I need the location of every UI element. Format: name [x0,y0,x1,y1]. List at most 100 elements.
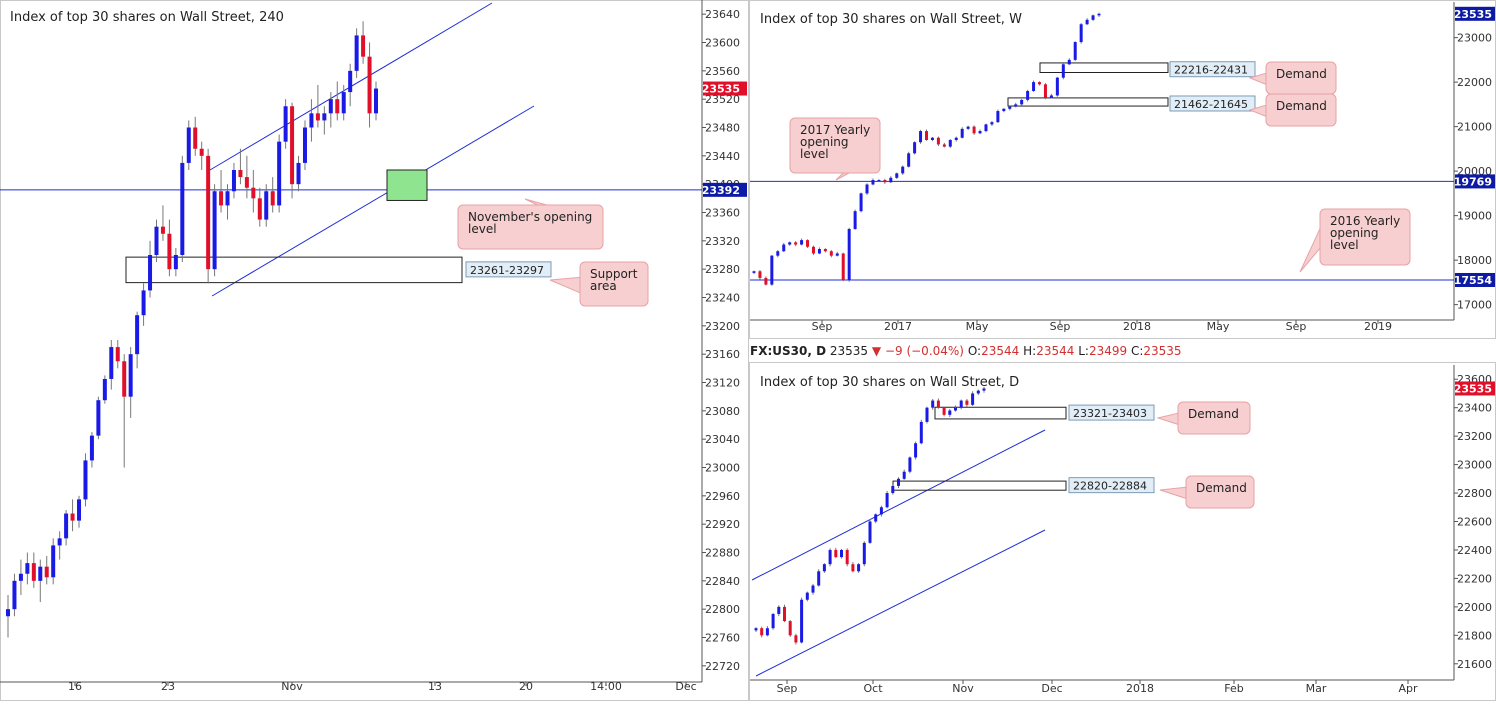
level-badge-23392: 23392 [702,184,740,197]
candle-body [982,388,986,391]
candle-body [788,242,792,245]
quote-open: 23544 [981,344,1020,358]
weekly-demand-label-upper-box [1169,61,1256,78]
y-tick-label: 23200 [1457,430,1492,443]
candle-body [277,141,282,206]
y-tick-label: 23120 [705,377,740,390]
candle-body [361,35,366,57]
y-tick-label: 22840 [705,575,740,588]
candle-body [12,580,17,610]
candle-body [18,573,23,581]
callout-november-opening: level [468,222,497,236]
candle-body [1008,106,1012,109]
candle-body [851,564,855,572]
candle-body [902,471,906,479]
candle-body [777,606,781,614]
candle-body [931,400,935,408]
candle-body [823,249,827,252]
candle-body [800,240,804,245]
callout-2016-opening: opening [1330,226,1379,240]
candle-body [788,621,792,636]
y-tick-label: 23440 [705,150,740,163]
candle-body [309,113,314,128]
candle-body [966,126,970,129]
x-tick-label: Dec [1041,682,1062,695]
x-tick-label: 14:00 [590,680,622,693]
candle-body [764,277,768,285]
callout-2017-opening: level [800,147,829,161]
x-tick-label: 23 [161,680,175,693]
candle-body [206,155,211,270]
candle-body [834,549,838,558]
candle-body [913,142,917,154]
candle-body [862,542,866,565]
candle-body [817,249,821,254]
candle-body [919,421,923,444]
level-badge-weekly: 19769 [1454,175,1492,188]
candle-body [925,131,928,140]
candle-body [102,378,107,401]
candle-body [1079,24,1083,43]
y-tick-label: 22000 [1457,76,1492,89]
candle-body [770,255,774,285]
candle-body [193,127,198,149]
callout-november-opening-box [457,204,604,250]
y-tick-label: 19000 [1457,210,1492,223]
x-tick-label: Apr [1398,682,1418,695]
candle-body [1049,95,1053,98]
x-tick-label: Sep [812,320,833,333]
candle-body [857,564,861,572]
candle-body [83,460,88,500]
y-tick-label: 22000 [1457,601,1492,614]
callout-november-opening: November's opening [468,210,592,224]
candle-body [296,162,301,185]
callout-support-area-box [579,261,649,307]
quote-high-label: H: [1023,344,1037,358]
quote-last: 23535 [829,344,869,358]
y-tick-label: 23320 [705,235,740,248]
x-tick-label: 13 [428,680,442,693]
candle-body [1002,108,1006,112]
y-tick-label: 23240 [705,292,740,305]
x-tick-label: May [966,320,989,333]
y-tick-label: 23080 [705,405,740,418]
candle-body [811,246,815,254]
candle-body [954,137,958,140]
y-tick-label: 23000 [705,462,740,475]
candle-body [1067,59,1071,65]
candle-body [374,88,378,114]
candle-body [270,191,275,206]
candle-body [901,166,905,174]
candle-body [817,571,821,586]
candle-body [115,347,120,362]
candle-body [6,609,10,617]
candle-body [936,400,940,408]
callout-2016-opening: level [1330,238,1359,252]
candle-body [1073,42,1077,60]
candle-body [148,255,153,291]
y-tick-label: 22200 [1457,572,1492,585]
candle-body [173,255,178,270]
candle-body [328,99,333,114]
quote-high: 23544 [1036,344,1075,358]
y-tick-label: 23280 [705,263,740,276]
candle-body [948,139,952,147]
y-tick-label: 23640 [705,8,740,21]
candle-body [782,244,786,252]
callout-weekly-demand-2: Demand [1276,99,1327,113]
candle-body [64,513,69,539]
weekly-demand-label-upper: 22216-22431 [1174,64,1248,77]
candle-body [954,407,957,411]
candle-body [897,478,900,486]
candle-body [141,290,146,316]
y-tick-label: 22800 [705,603,740,616]
candle-body [841,253,845,281]
y-tick-label: 23160 [705,348,740,361]
y-tick-label: 23360 [705,207,740,220]
candle-body [972,126,976,134]
candle-body [283,106,288,142]
x-tick-label: Nov [281,680,303,693]
candle-body [794,635,798,643]
candle-body [251,187,256,199]
callout-daily-demand-2: Demand [1196,481,1247,495]
